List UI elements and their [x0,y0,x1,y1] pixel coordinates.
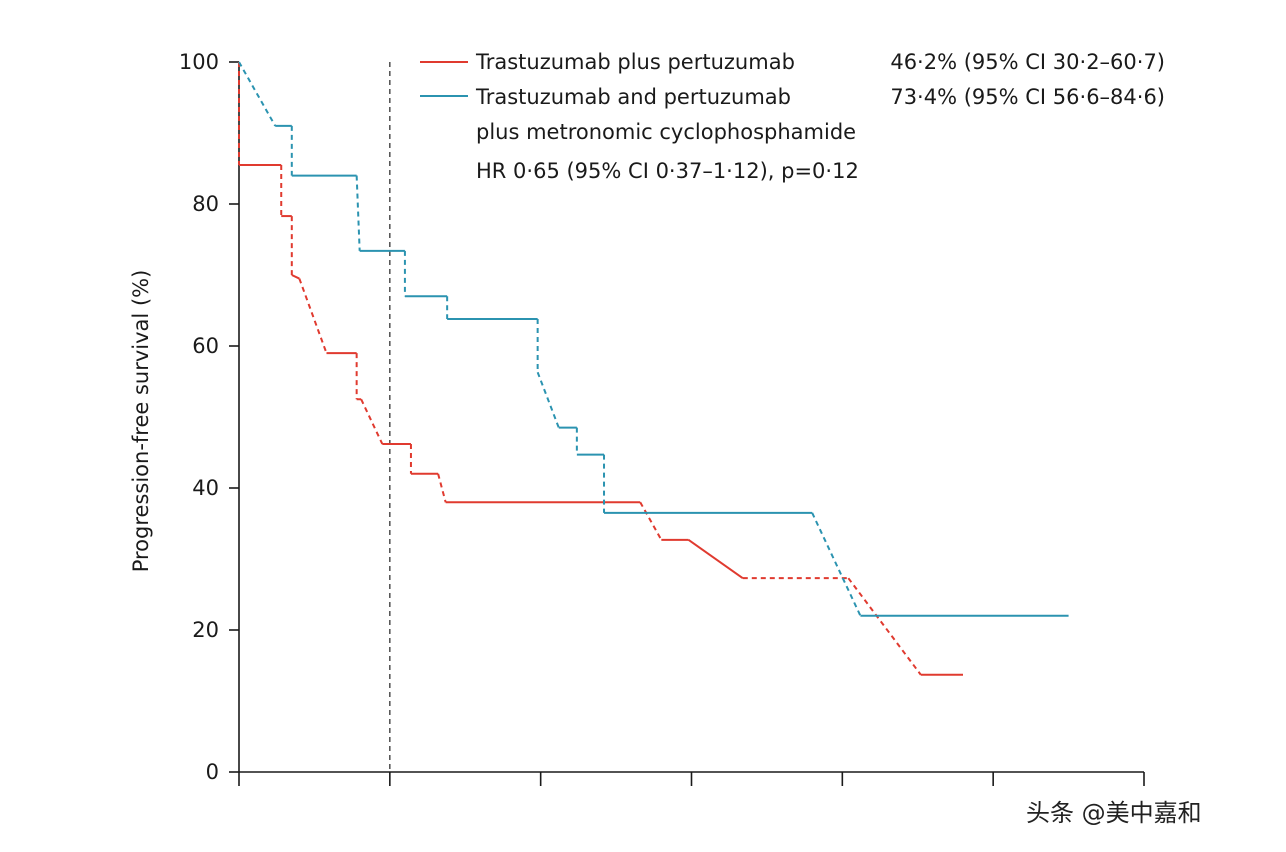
series-2-segment [355,175,361,251]
y-tick-label: 20 [192,618,219,642]
series-1-segment [847,577,922,676]
series-1-segment [639,501,663,541]
curves [238,61,1069,676]
legend-stat-series-1: 46·2% (95% CI 30·2–60·7) [890,50,1165,74]
series-1-segment [360,398,384,445]
series-1-curve [238,62,963,676]
watermark: 头条 @美中嘉和 [1026,799,1202,827]
series-2-segment [536,371,560,429]
series-1-segment [687,539,744,579]
y-tick-label: 100 [179,50,219,74]
legend-stat-series-2: 73·4% (95% CI 56·6–84·6) [890,85,1165,109]
hr-annotation: HR 0·65 (95% CI 0·37–1·12), p=0·12 [476,159,859,183]
series-1-segment [298,278,328,354]
axes: 0 20 40 60 80 100 Progression-free survival (%… [129,50,1145,786]
y-tick-label: 80 [192,192,219,216]
series-2-segment [811,512,862,617]
series-2-curve [238,61,1069,617]
y-tick-label: 60 [192,334,219,358]
y-tick-label: 40 [192,476,219,500]
y-tick-label: 0 [206,760,219,784]
series-1-segment [291,274,300,280]
series-2-segment [238,61,277,127]
series-1-segment [437,473,447,503]
legend-label-series-2-line2: plus metronomic cyclophosphamide [476,120,856,144]
legend-label-series-1: Trastuzumab plus pertuzumab [475,50,795,74]
legend: Trastuzumab plus pertuzumab 46·2% (95% CI… [420,50,1165,183]
y-axis-label: Progression-free survival (%) [129,270,153,573]
legend-label-series-2: Trastuzumab and pertuzumab [475,85,791,109]
